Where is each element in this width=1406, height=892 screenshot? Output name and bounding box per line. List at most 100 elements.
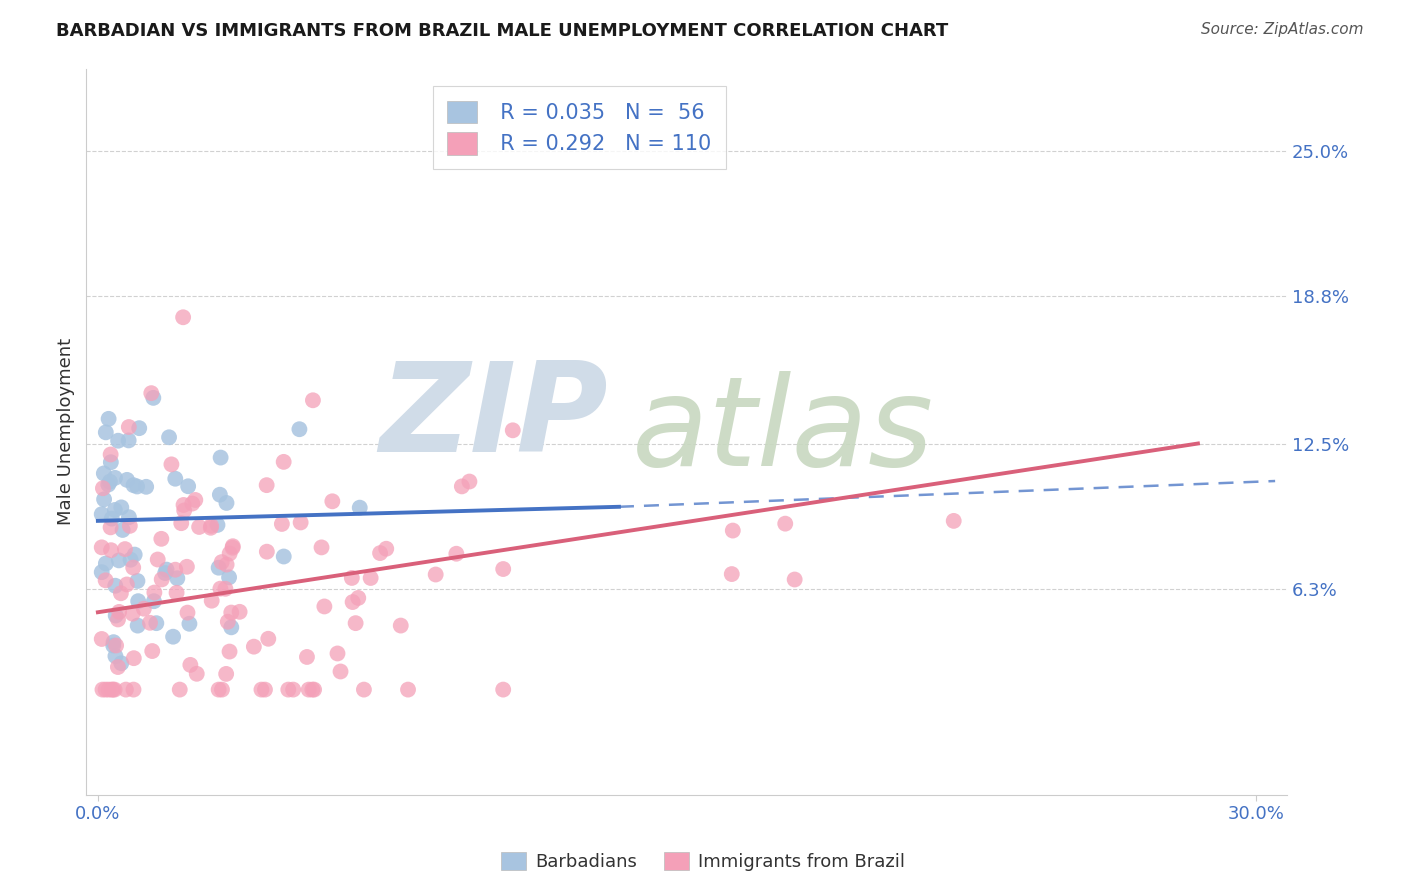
Point <box>342 595 364 609</box>
Legend:   R = 0.035   N =  56,   R = 0.292   N = 110: R = 0.035 N = 56, R = 0.292 N = 110 <box>433 87 725 169</box>
Point <box>107 660 129 674</box>
Point <box>181 497 204 511</box>
Point <box>122 478 145 492</box>
Point <box>90 507 112 521</box>
Point <box>208 488 231 502</box>
Point <box>173 503 195 517</box>
Point <box>270 516 292 531</box>
Point <box>425 567 447 582</box>
Point <box>215 666 238 681</box>
Point <box>127 574 149 588</box>
Point <box>93 492 115 507</box>
Point <box>221 620 243 634</box>
Point <box>347 591 370 605</box>
Point <box>103 635 125 649</box>
Point <box>942 514 965 528</box>
Point <box>177 479 200 493</box>
Point <box>256 544 278 558</box>
Point <box>458 475 481 489</box>
Point <box>783 573 806 587</box>
Point <box>211 682 233 697</box>
Point <box>243 640 266 654</box>
Point <box>169 682 191 697</box>
Point <box>104 471 127 485</box>
Text: atlas: atlas <box>631 371 934 492</box>
Point <box>110 500 132 515</box>
Point <box>256 478 278 492</box>
Point <box>170 516 193 531</box>
Point <box>368 546 391 560</box>
Point <box>132 601 155 615</box>
Point <box>150 573 173 587</box>
Point <box>97 477 120 491</box>
Point <box>120 552 142 566</box>
Point <box>283 682 305 697</box>
Point <box>97 682 120 697</box>
Point <box>340 571 363 585</box>
Point <box>218 644 240 658</box>
Point <box>176 606 198 620</box>
Point <box>145 616 167 631</box>
Point <box>141 386 163 401</box>
Point <box>122 651 145 665</box>
Point <box>103 639 125 653</box>
Point <box>321 494 343 508</box>
Point <box>222 539 245 553</box>
Point <box>200 519 222 533</box>
Point <box>162 630 184 644</box>
Point <box>114 542 136 557</box>
Point <box>110 657 132 671</box>
Point <box>295 650 318 665</box>
Point <box>135 480 157 494</box>
Point <box>311 541 333 555</box>
Point <box>98 475 121 489</box>
Point <box>146 552 169 566</box>
Point <box>155 563 177 577</box>
Point <box>104 579 127 593</box>
Point <box>143 585 166 599</box>
Point <box>209 582 232 596</box>
Point <box>127 479 149 493</box>
Point <box>100 682 122 697</box>
Point <box>326 647 349 661</box>
Text: ZIP: ZIP <box>380 357 609 478</box>
Point <box>215 496 238 510</box>
Point <box>165 472 187 486</box>
Point <box>344 616 367 631</box>
Point <box>314 599 336 614</box>
Point <box>121 607 143 621</box>
Point <box>104 503 127 517</box>
Point <box>122 682 145 697</box>
Point <box>172 310 194 325</box>
Point <box>349 500 371 515</box>
Point <box>188 520 211 534</box>
Point <box>107 434 129 448</box>
Point <box>214 582 236 596</box>
Point <box>176 559 198 574</box>
Point <box>94 425 117 440</box>
Point <box>115 473 138 487</box>
Point <box>139 615 162 630</box>
Point <box>104 649 127 664</box>
Point <box>502 423 524 437</box>
Point <box>211 555 233 569</box>
Point <box>118 420 141 434</box>
Point <box>100 448 122 462</box>
Point <box>721 524 744 538</box>
Point <box>94 557 117 571</box>
Point <box>215 558 238 572</box>
Point <box>720 567 742 582</box>
Point <box>97 412 120 426</box>
Point <box>273 455 295 469</box>
Point <box>91 682 114 697</box>
Y-axis label: Male Unemployment: Male Unemployment <box>58 338 75 525</box>
Point <box>221 541 243 555</box>
Point <box>165 563 187 577</box>
Point <box>209 450 232 465</box>
Point <box>141 644 163 658</box>
Point <box>105 639 128 653</box>
Legend: Barbadians, Immigrants from Brazil: Barbadians, Immigrants from Brazil <box>494 845 912 879</box>
Point <box>277 682 299 697</box>
Point <box>360 571 382 585</box>
Point <box>104 682 127 697</box>
